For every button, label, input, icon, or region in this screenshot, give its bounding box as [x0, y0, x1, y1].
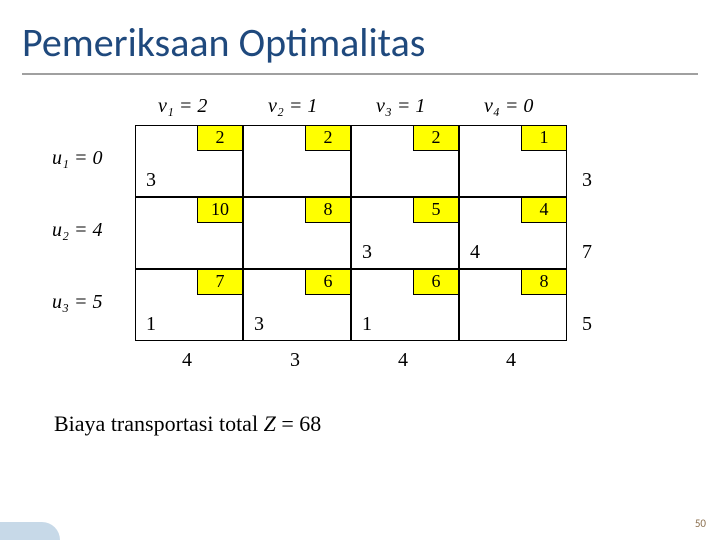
cell-0-1: 2 [243, 125, 351, 197]
demand-2: 4 [398, 349, 408, 372]
cell-1-2: 5 3 [351, 197, 459, 269]
v4-label: v₄ = 0 [484, 95, 533, 118]
u3-label: u₃ = 5 [52, 291, 102, 314]
z-value: = 68 [276, 411, 321, 436]
cost-1-0: 10 [197, 197, 243, 223]
alloc-2-1: 3 [254, 313, 264, 336]
cost-1-2: 5 [413, 197, 459, 223]
cell-2-0: 7 1 [135, 269, 243, 341]
transport-tableau: v₁ = 2 v₂ = 1 v₃ = 1 v₄ = 0 u₁ = 0 u₂ = … [0, 89, 720, 469]
alloc-2-2: 1 [362, 313, 372, 336]
supply-1: 7 [582, 241, 592, 264]
page-title: Pemeriksaan Optimalitas [0, 0, 720, 67]
cost-grid: 2 3 2 2 1 10 8 5 3 4 4 7 1 [135, 125, 567, 341]
cost-0-3: 1 [521, 125, 567, 151]
v1-label: v₁ = 2 [158, 95, 207, 118]
cost-2-2: 6 [413, 269, 459, 295]
cell-2-1: 6 3 [243, 269, 351, 341]
u2-label: u₂ = 4 [52, 219, 102, 242]
cell-0-0: 2 3 [135, 125, 243, 197]
alloc-1-3: 4 [470, 241, 480, 264]
alloc-1-2: 3 [362, 241, 372, 264]
cost-0-1: 2 [305, 125, 351, 151]
z-prefix: Biaya transportasi total [54, 411, 264, 436]
cell-0-3: 1 [459, 125, 567, 197]
z-symbol: Z [264, 411, 276, 436]
v2-label: v₂ = 1 [268, 95, 317, 118]
cost-2-1: 6 [305, 269, 351, 295]
cell-0-2: 2 [351, 125, 459, 197]
supply-2: 5 [582, 313, 592, 336]
demand-0: 4 [182, 349, 192, 372]
cell-1-0: 10 [135, 197, 243, 269]
cost-0-0: 2 [197, 125, 243, 151]
demand-1: 3 [290, 349, 300, 372]
title-underline [22, 73, 698, 75]
page-number: 50 [695, 517, 706, 530]
slide-decoration [0, 522, 60, 540]
cost-1-3: 4 [521, 197, 567, 223]
cost-2-0: 7 [197, 269, 243, 295]
alloc-2-0: 1 [146, 313, 156, 336]
total-cost-line: Biaya transportasi total Z = 68 [54, 411, 321, 437]
cell-2-3: 8 [459, 269, 567, 341]
alloc-0-0: 3 [146, 169, 156, 192]
cost-0-2: 2 [413, 125, 459, 151]
cost-2-3: 8 [521, 269, 567, 295]
supply-0: 3 [582, 169, 592, 192]
cost-1-1: 8 [305, 197, 351, 223]
u1-label: u₁ = 0 [52, 147, 102, 170]
cell-1-3: 4 4 [459, 197, 567, 269]
demand-3: 4 [506, 349, 516, 372]
cell-1-1: 8 [243, 197, 351, 269]
v3-label: v₃ = 1 [376, 95, 425, 118]
cell-2-2: 6 1 [351, 269, 459, 341]
